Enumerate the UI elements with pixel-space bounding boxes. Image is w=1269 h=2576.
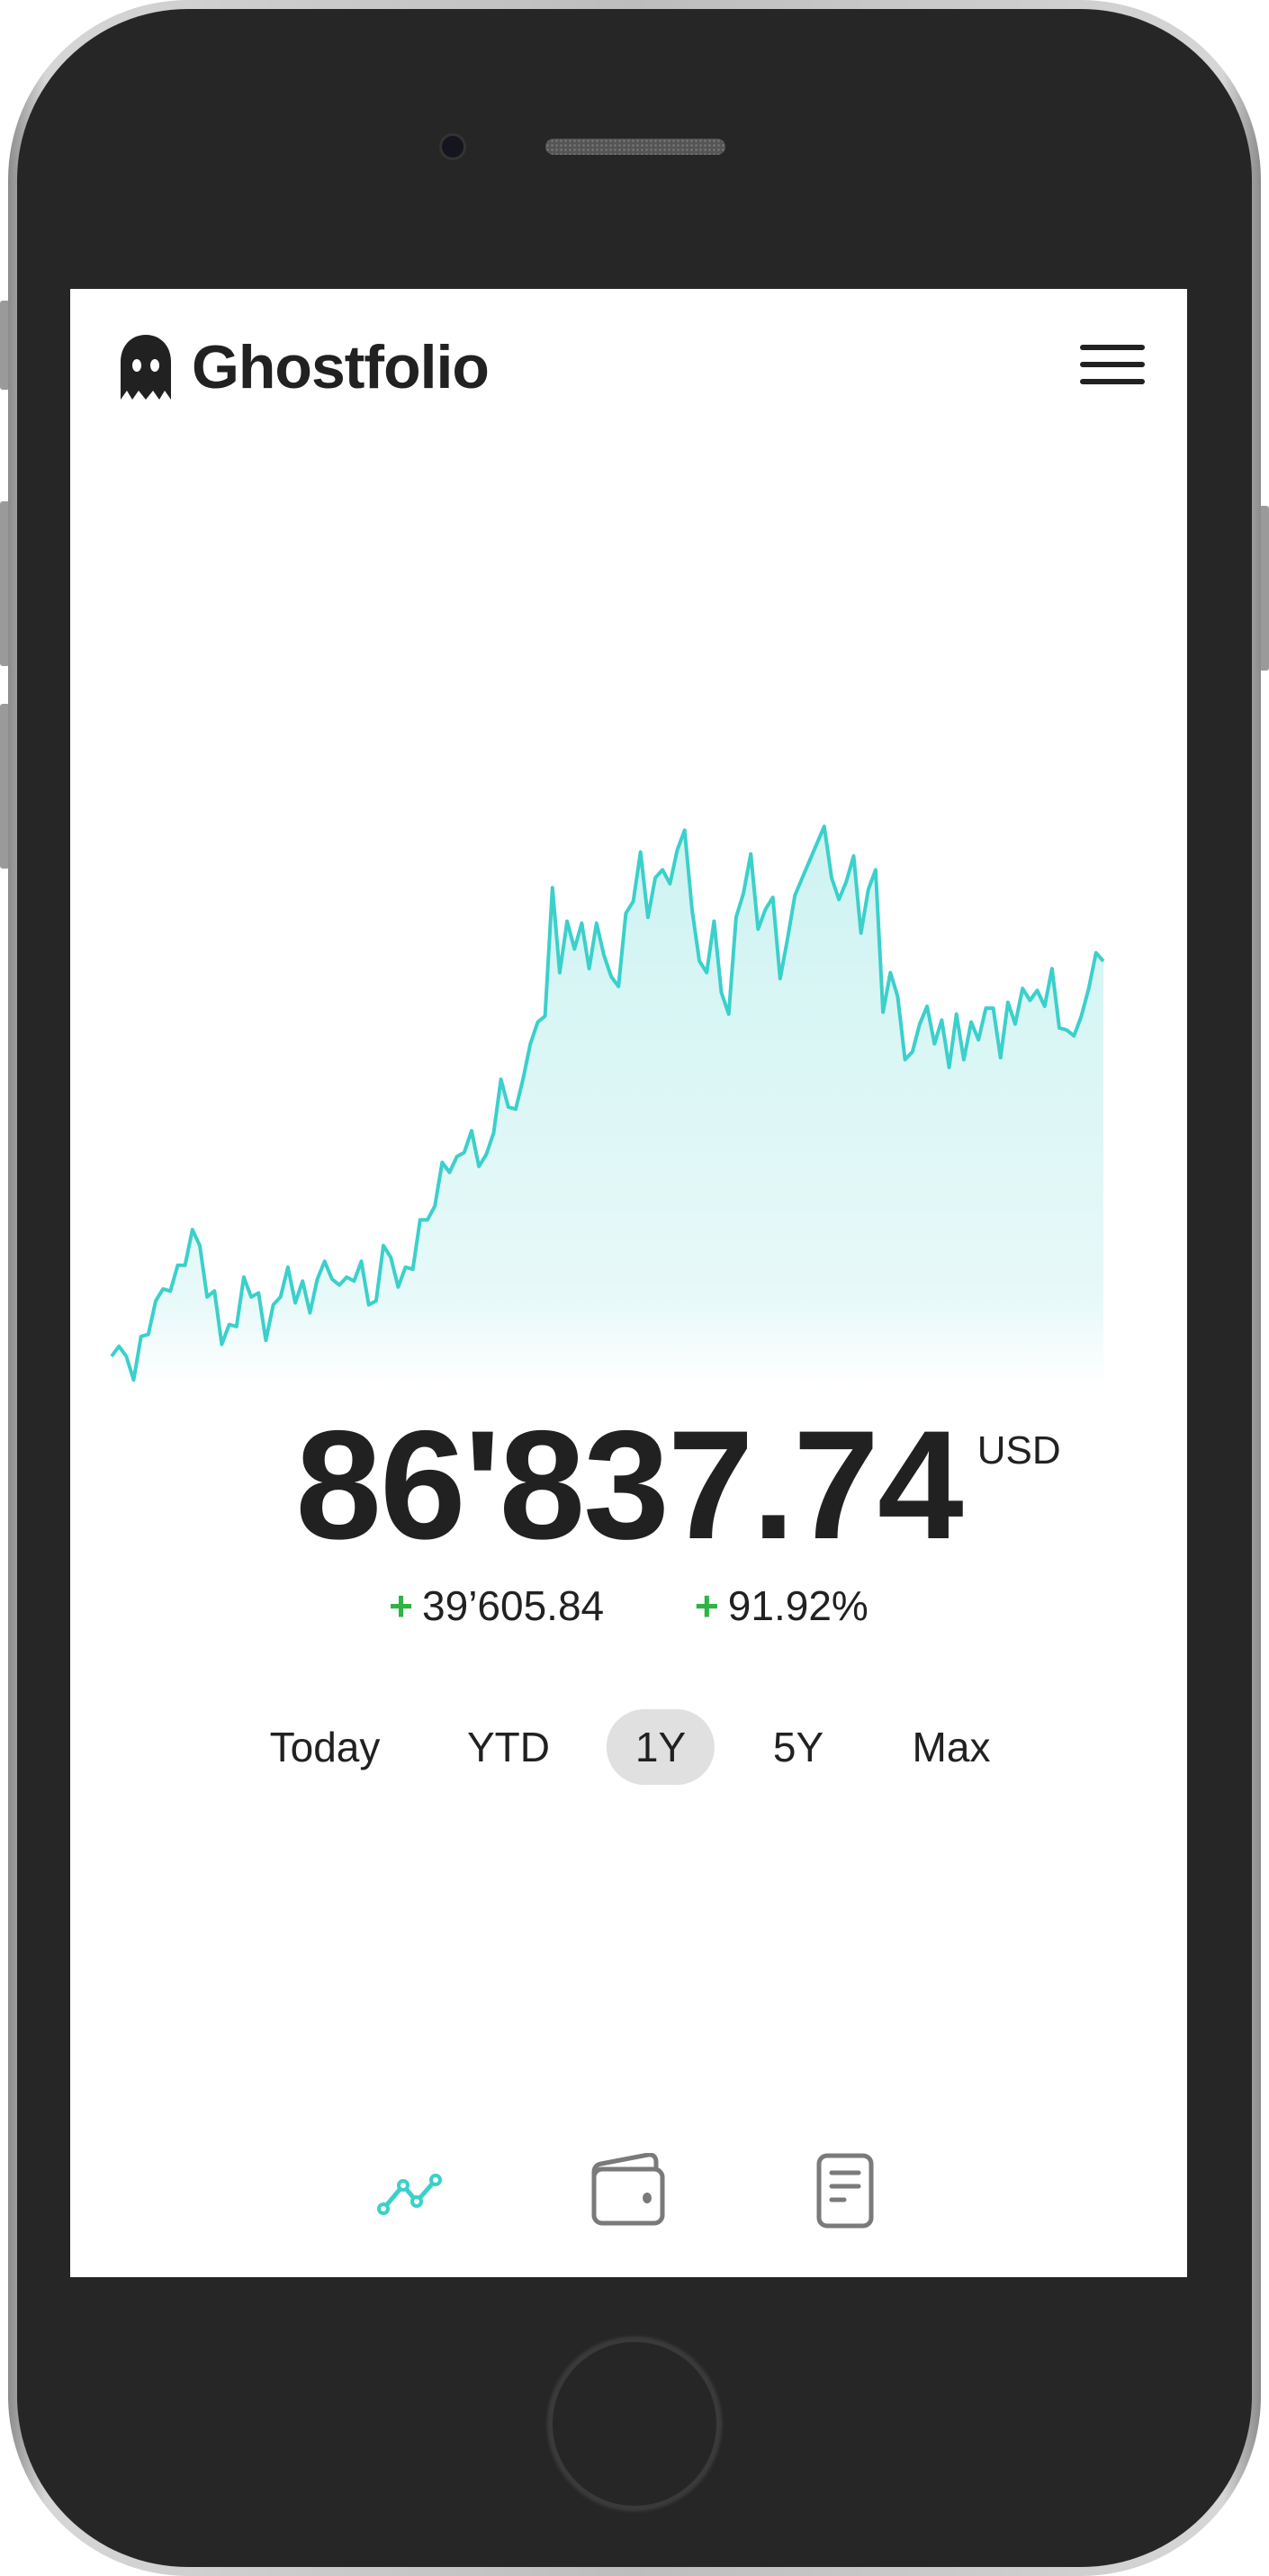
- relative-change-sign: +: [694, 1582, 719, 1629]
- total-value-row: 86'837.74 USD: [70, 1396, 1187, 1574]
- tab-today[interactable]: Today: [269, 1724, 381, 1770]
- relative-change: +91.92%: [695, 1581, 868, 1630]
- tab-ytd[interactable]: YTD: [467, 1724, 550, 1770]
- nav-transactions[interactable]: [807, 2153, 883, 2229]
- volume-down-button: [0, 704, 10, 869]
- absolute-change: +39’605.84: [389, 1581, 604, 1630]
- nav-analysis[interactable]: [374, 2153, 450, 2229]
- currency-label: USD: [976, 1428, 1061, 1473]
- earpiece-speaker: [545, 139, 725, 155]
- performance-changes: +39’605.84 +91.92%: [70, 1581, 1187, 1630]
- home-button[interactable]: [549, 2338, 720, 2509]
- app-screen: Ghostfolio 86'837.74 USD +39’605.84 +91.…: [70, 289, 1187, 2277]
- absolute-change-sign: +: [389, 1582, 414, 1629]
- chart-area-fill: [112, 826, 1103, 1386]
- tab-1y[interactable]: 1Y: [606, 1709, 716, 1785]
- total-value: 86'837.74: [295, 1399, 963, 1572]
- relative-change-value: 91.92%: [727, 1582, 868, 1629]
- ghost-icon: [121, 335, 171, 400]
- app-logo[interactable]: Ghostfolio: [120, 332, 490, 402]
- app-title: Ghostfolio: [192, 333, 490, 401]
- document-icon: [816, 2153, 874, 2229]
- tab-max[interactable]: Max: [912, 1724, 991, 1770]
- nav-holdings[interactable]: [590, 2152, 666, 2229]
- chart-line-icon: [377, 2174, 442, 2215]
- volume-up-button: [0, 501, 10, 666]
- portfolio-performance-chart: [110, 824, 1105, 1386]
- hamburger-menu-icon[interactable]: [1080, 345, 1145, 384]
- front-camera: [439, 133, 466, 160]
- power-button: [1259, 506, 1269, 671]
- wallet-icon: [591, 2152, 665, 2226]
- tab-5y[interactable]: 5Y: [772, 1724, 824, 1770]
- absolute-change-value: 39’605.84: [422, 1582, 605, 1629]
- mute-switch: [0, 301, 10, 390]
- chart-series-line: [110, 824, 1105, 1383]
